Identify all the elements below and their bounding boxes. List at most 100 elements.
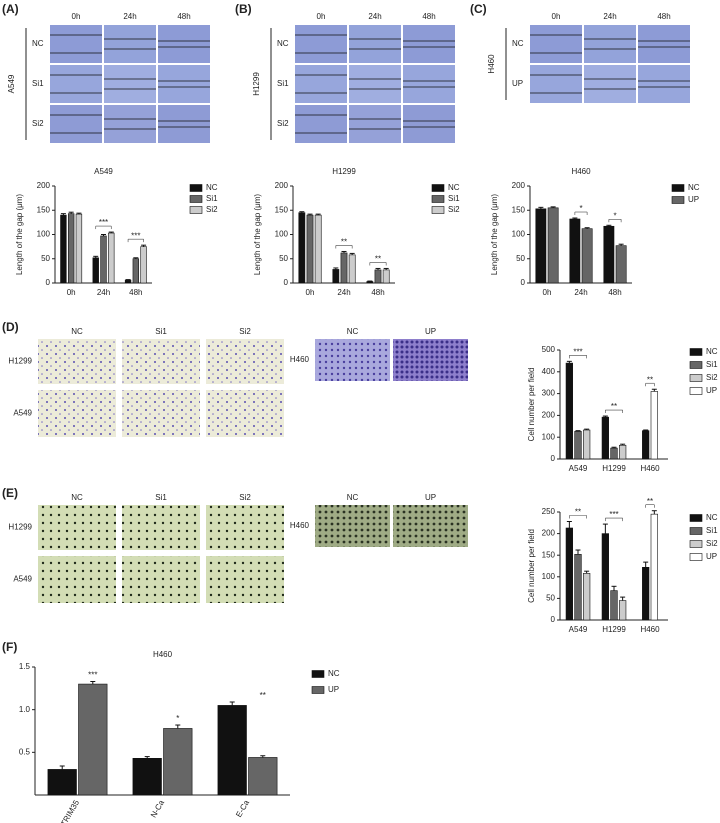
legend-swatch [431, 206, 445, 214]
micrograph [50, 25, 102, 63]
legend-label: NC [448, 183, 460, 192]
bar [60, 214, 67, 284]
micrograph [122, 556, 200, 603]
row-label: A549 [13, 409, 32, 418]
legend-swatch [431, 184, 445, 192]
bar [547, 207, 559, 284]
panel-label: (E) [2, 486, 18, 500]
bar [75, 213, 83, 284]
micrograph [206, 339, 284, 384]
bar [78, 683, 108, 796]
column-label: NC [71, 327, 83, 336]
micrograph [158, 25, 210, 63]
bar [217, 705, 247, 796]
bar [67, 213, 75, 284]
legend-label: NC [706, 513, 718, 522]
legend-swatch [311, 686, 325, 694]
micrograph [403, 105, 455, 143]
column-label: NC [347, 493, 359, 502]
bar [650, 513, 658, 621]
y-tick-label: 150 [512, 205, 526, 214]
bar [332, 269, 340, 284]
micrograph [158, 65, 210, 103]
micrograph [638, 65, 690, 103]
micrograph [38, 390, 116, 437]
column-label: UP [425, 327, 436, 336]
column-label: 0h [317, 12, 326, 21]
micrograph [349, 105, 401, 143]
panel-label: (A) [2, 2, 19, 16]
micrograph [122, 390, 200, 437]
micrograph [403, 65, 455, 103]
legend-label: Si2 [206, 205, 218, 214]
micrograph [38, 339, 116, 384]
micrograph [349, 25, 401, 63]
y-tick-label: 50 [516, 254, 525, 263]
column-label: 0h [72, 12, 81, 21]
bar [615, 245, 627, 284]
bar [340, 252, 348, 284]
x-tick-label: 24h [337, 288, 350, 297]
x-tick-label: 48h [608, 288, 621, 297]
y-tick-label: 0 [551, 615, 556, 624]
significance-label: *** [88, 671, 97, 680]
x-tick-label: H1299 [602, 625, 626, 634]
micrograph [393, 505, 468, 547]
significance-label: * [613, 211, 616, 220]
significance-label: ** [341, 238, 347, 247]
micrograph [584, 65, 636, 103]
x-tick-label: TRIM35 [59, 798, 81, 823]
x-tick-label: N-Ca [149, 798, 166, 819]
bar [382, 269, 390, 284]
legend-swatch [671, 196, 685, 204]
bar [366, 281, 374, 284]
significance-label: ** [260, 691, 266, 700]
bar [619, 444, 627, 460]
legend-swatch [189, 206, 203, 214]
bar [610, 447, 618, 460]
significance-label: ** [647, 375, 653, 384]
significance-label: ** [647, 497, 653, 506]
y-tick-label: 100 [37, 230, 51, 239]
bar [583, 573, 591, 621]
column-label: Si2 [239, 327, 251, 336]
micrograph [50, 105, 102, 143]
bar [92, 257, 99, 284]
micrograph [104, 105, 156, 143]
row-label: Si1 [32, 79, 44, 88]
y-tick-label: 50 [279, 254, 288, 263]
y-tick-label: 0.5 [19, 747, 31, 756]
chart-title: H1299 [332, 167, 356, 176]
micrograph [393, 339, 468, 381]
chart-title: A549 [94, 167, 113, 176]
y-tick-label: 100 [542, 572, 556, 581]
micrograph [38, 556, 116, 603]
y-tick-label: 1.5 [19, 662, 31, 671]
y-tick-label: 150 [37, 205, 51, 214]
legend-swatch [189, 195, 203, 203]
y-axis-label: Length of the gap (μm) [253, 194, 262, 275]
micrograph [122, 339, 200, 384]
legend-label: Si1 [206, 194, 218, 203]
panel-label: (B) [235, 2, 252, 16]
legend-swatch [689, 374, 703, 382]
cell-line-label: H460 [487, 54, 496, 74]
bar [619, 600, 627, 621]
chart-title: H460 [571, 167, 591, 176]
bar [248, 757, 278, 796]
bar [601, 533, 609, 621]
legend-label: Si1 [706, 360, 718, 369]
x-tick-label: 48h [371, 288, 384, 297]
y-tick-label: 300 [542, 389, 556, 398]
legend-label: NC [706, 347, 718, 356]
column-label: NC [347, 327, 359, 336]
y-tick-label: 50 [546, 594, 555, 603]
micrograph [349, 65, 401, 103]
bar [374, 269, 382, 284]
legend-label: UP [706, 386, 717, 395]
column-label: Si1 [155, 327, 167, 336]
bar [306, 214, 314, 284]
y-tick-label: 100 [275, 230, 289, 239]
row-label: H1299 [8, 523, 32, 532]
y-tick-label: 1.0 [19, 705, 31, 714]
